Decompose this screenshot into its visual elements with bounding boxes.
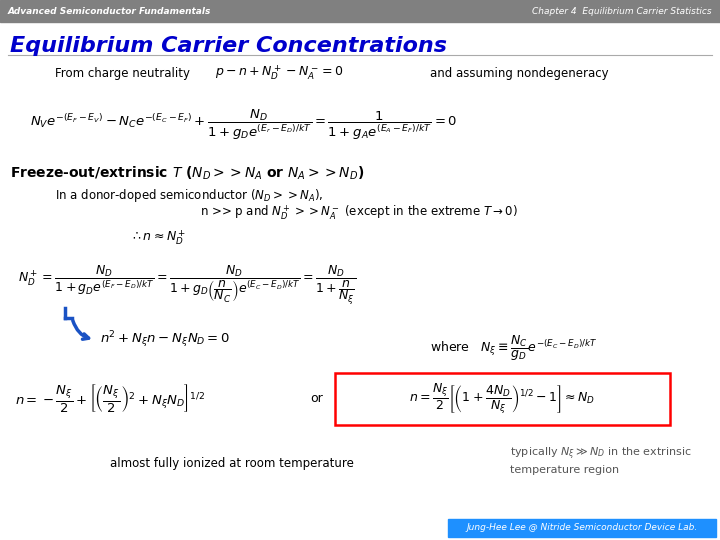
Bar [448,519,716,537]
Text: Freeze-out/extrinsic $T$ ($N_D >> N_A$ or $N_A >> N_D$): Freeze-out/extrinsic $T$ ($N_D >> N_A$ o… [10,164,364,181]
Text: temperature region: temperature region [510,465,619,475]
Bar [335,373,670,425]
Text: In a donor-doped semiconductor ($N_D >> N_A$),: In a donor-doped semiconductor ($N_D >> … [55,187,323,205]
Text: $\therefore n \approx N_D^+$: $\therefore n \approx N_D^+$ [130,228,186,247]
Text: $N_V e^{-(E_F -E_V)} - N_C e^{-(E_C -E_F)} + \dfrac{N_D}{1 + g_D e^{(E_r - E_D)/: $N_V e^{-(E_F -E_V)} - N_C e^{-(E_C -E_F… [30,108,457,142]
Text: Advanced Semiconductor Fundamentals: Advanced Semiconductor Fundamentals [8,6,212,16]
Text: $n^2 + N_\xi n - N_\xi N_D = 0$: $n^2 + N_\xi n - N_\xi N_D = 0$ [100,330,230,350]
Text: From charge neutrality: From charge neutrality [55,66,190,79]
Text: Jung-Hee Lee @ Nitride Semiconductor Device Lab.: Jung-Hee Lee @ Nitride Semiconductor Dev… [467,523,698,532]
Text: and assuming nondegeneracy: and assuming nondegeneracy [430,66,608,79]
Text: where   $N_\xi \equiv \dfrac{N_C}{g_D} e^{-(E_C - E_D)/kT}$: where $N_\xi \equiv \dfrac{N_C}{g_D} e^{… [430,334,598,362]
Text: n >> p and $N_D^+ >> N_A^-$ (except in the extreme $T \rightarrow 0$): n >> p and $N_D^+ >> N_A^-$ (except in t… [200,204,518,222]
Text: or: or [310,392,323,404]
Text: $n = \dfrac{N_\xi}{2}\left[\left(1 + \dfrac{4N_D}{N_\xi}\right)^{1/2} - 1\right]: $n = \dfrac{N_\xi}{2}\left[\left(1 + \df… [409,382,595,416]
Text: almost fully ionized at room temperature: almost fully ionized at room temperature [110,456,354,469]
Text: $p - n + N_D^+ - N_A^- = 0$: $p - n + N_D^+ - N_A^- = 0$ [215,64,344,83]
Text: Equilibrium Carrier Concentrations: Equilibrium Carrier Concentrations [10,36,447,56]
Text: $n = -\dfrac{N_\xi}{2} + \left[\left(\dfrac{N_\xi}{2}\right)^2 + N_\xi N_D\right: $n = -\dfrac{N_\xi}{2} + \left[\left(\df… [15,382,205,414]
Text: typically $N_\xi \gg N_D$ in the extrinsic: typically $N_\xi \gg N_D$ in the extrins… [510,446,692,462]
Text: Chapter 4  Equilibrium Carrier Statistics: Chapter 4 Equilibrium Carrier Statistics [532,6,712,16]
Bar [0,0,720,22]
Text: $N_D^+ = \dfrac{N_D}{1 + g_D e^{(E_F - E_D)/kT}} = \dfrac{N_D}{1 + g_D \left(\df: $N_D^+ = \dfrac{N_D}{1 + g_D e^{(E_F - E… [18,264,356,307]
